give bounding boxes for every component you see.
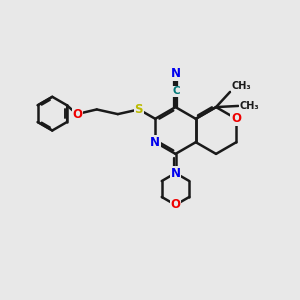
Text: O: O bbox=[72, 108, 82, 121]
Text: O: O bbox=[170, 198, 181, 212]
Text: CH₃: CH₃ bbox=[232, 81, 251, 91]
Text: CH₃: CH₃ bbox=[240, 101, 260, 111]
Text: O: O bbox=[231, 112, 241, 125]
Text: N: N bbox=[150, 136, 160, 149]
Text: C: C bbox=[173, 86, 181, 97]
Text: N: N bbox=[170, 167, 181, 180]
Text: N: N bbox=[170, 67, 181, 80]
Text: S: S bbox=[135, 103, 143, 116]
